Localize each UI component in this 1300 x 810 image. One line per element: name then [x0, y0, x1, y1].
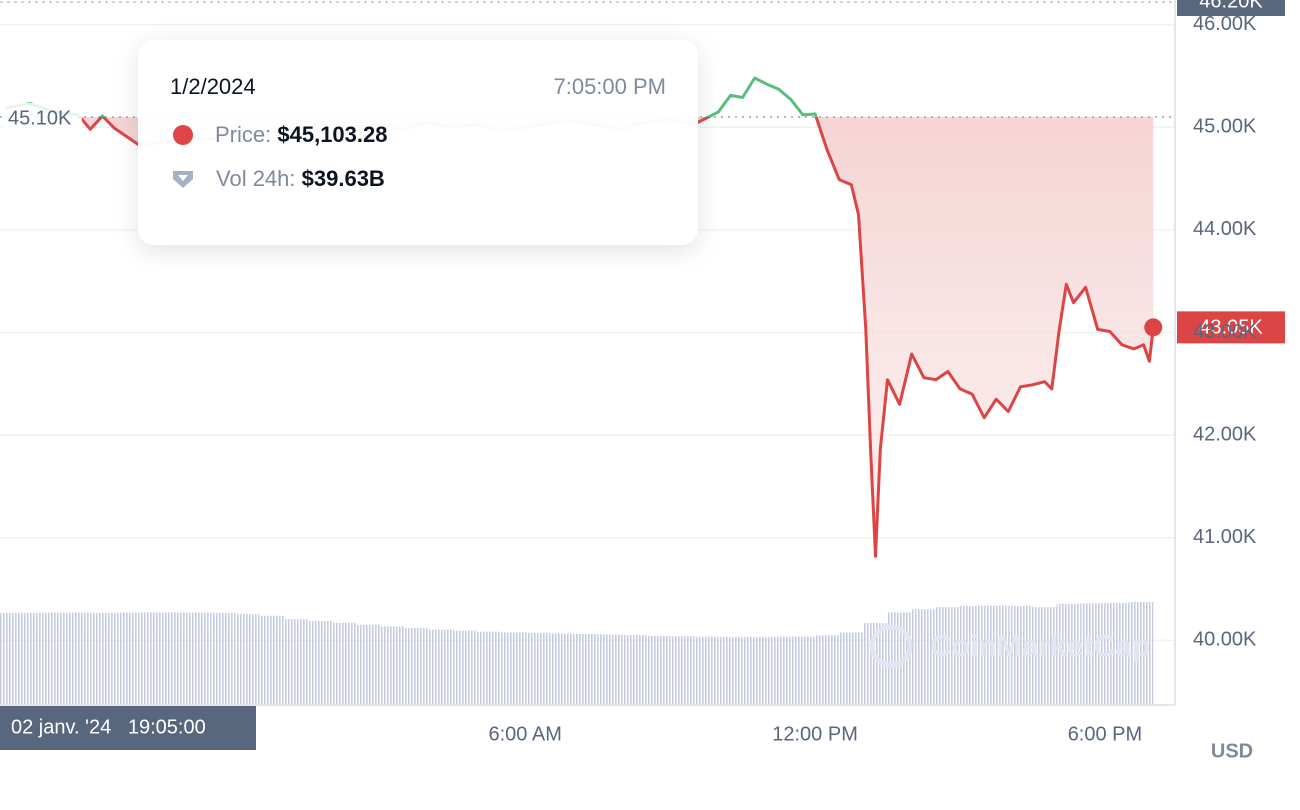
watermark-logo [869, 624, 913, 668]
x-tick-label: 6:00 AM [488, 723, 561, 745]
tooltip-volume-label: Vol 24h: [216, 166, 296, 191]
y-tick-label: 41.00K [1193, 526, 1257, 548]
tooltip-time: 7:05:00 PM [553, 74, 666, 99]
volume-bar [911, 609, 936, 705]
volume-bar [114, 612, 139, 705]
volume-bar [1008, 605, 1033, 705]
volume-bar [356, 624, 381, 705]
y-tick-label: 43.00K [1193, 321, 1257, 343]
volume-bar [597, 634, 622, 705]
volume-bar [42, 612, 67, 705]
volume-bar [815, 635, 840, 705]
baseline-label: 45.10K [8, 107, 72, 129]
volume-bar [90, 612, 115, 705]
volume-bar [1080, 603, 1105, 705]
y-tick-label: 46.00K [1193, 13, 1257, 35]
volume-bar [573, 633, 598, 705]
volume-bar [1056, 603, 1081, 705]
volume-bar [380, 626, 405, 705]
volume-bar [235, 613, 260, 705]
volume-bar [694, 636, 719, 705]
volume-bar [790, 636, 816, 705]
price-area [5, 116, 1154, 557]
volume-bar [1032, 607, 1057, 705]
volume-bar [621, 635, 646, 705]
y-tick-label: 42.00K [1193, 423, 1257, 445]
volume-bar [984, 605, 1009, 705]
volume-bar [670, 636, 695, 705]
y-tick-label: 45.00K [1193, 116, 1257, 138]
volume-bar [766, 636, 791, 705]
y-tick-label: 40.00K [1193, 629, 1257, 651]
volume-bar [1129, 601, 1154, 705]
crosshair-y-label: 46.20K [1199, 0, 1263, 12]
tooltip-volume: $39.63B [301, 166, 385, 191]
y-tick-label: 44.00K [1193, 218, 1257, 240]
volume-bar [186, 612, 212, 705]
watermark: CoinMarketCap [930, 630, 1150, 663]
last-price-tag [1177, 311, 1285, 344]
volume-bar [428, 629, 453, 705]
volume-bar [138, 612, 163, 705]
x-tick-label: 12:00 PM [772, 723, 858, 745]
volume-bar [1104, 602, 1130, 705]
volume-bar [259, 615, 284, 705]
volume-bar [935, 607, 961, 705]
volume-bar [283, 619, 308, 705]
volume-bar [404, 627, 429, 705]
volume-bar [162, 612, 187, 705]
volume-bar [718, 637, 743, 705]
volume-bar [501, 632, 526, 705]
volume-bar [66, 612, 91, 705]
tooltip-price: $45,103.28 [277, 122, 388, 147]
volume-bar [645, 635, 671, 705]
last-point [1144, 318, 1163, 337]
volume-bar [525, 632, 550, 705]
price-dot [173, 125, 193, 145]
currency-label: USD [1211, 740, 1253, 762]
volume-bar [742, 637, 767, 705]
volume-bar [211, 612, 236, 705]
baseline-label-bg [2, 102, 82, 129]
volume-bar [960, 605, 985, 705]
volume-bar [839, 632, 864, 705]
last-price-label: 43.05K [1199, 317, 1263, 339]
crosshair-y-tag [1177, 0, 1285, 16]
volume-bar [452, 630, 477, 705]
tooltip: 1/2/2024 7:05:00 PM Price: $45,103.28 Vo… [138, 40, 698, 245]
volume-bar [307, 620, 332, 705]
volume-bar [331, 622, 357, 705]
crosshair-x-tag [0, 706, 256, 750]
volume-icon [173, 171, 193, 188]
volume-bar [549, 633, 574, 705]
tooltip-date: 1/2/2024 [170, 74, 256, 99]
tooltip-price-label: Price: [215, 122, 272, 147]
crosshair-x-label: 02 janv. '24 19:05:00 [11, 716, 206, 738]
x-tick-label: 6:00 PM [1068, 723, 1142, 745]
volume-bar [17, 612, 43, 705]
volume-bar [476, 631, 502, 705]
